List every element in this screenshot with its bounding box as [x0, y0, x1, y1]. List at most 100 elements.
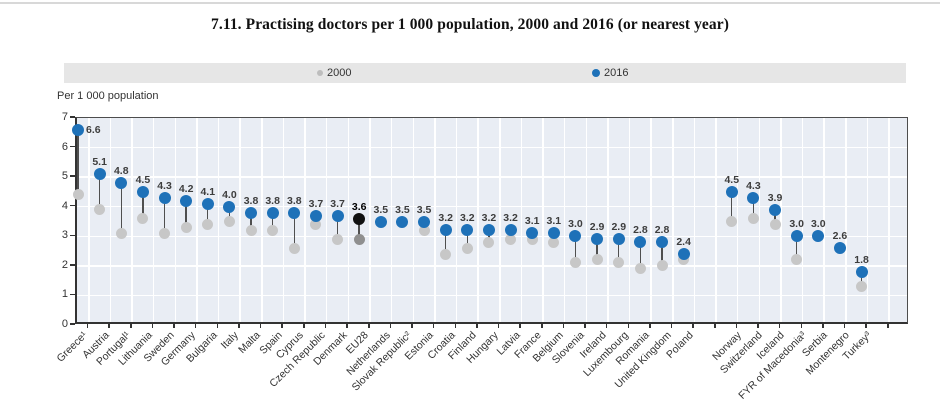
v-gridline: [174, 118, 177, 322]
data-point-2016: [812, 230, 825, 243]
value-label: 3.5: [416, 203, 432, 216]
value-label: 4.1: [200, 185, 216, 198]
value-label: 2.6: [832, 230, 848, 243]
data-point-2016: [833, 242, 846, 255]
value-label: 3.8: [265, 194, 280, 207]
stem-line: [228, 206, 231, 222]
data-point-2000: [310, 218, 322, 230]
data-point-2016: [331, 209, 344, 222]
value-label: 3.2: [503, 212, 518, 225]
data-point-2000: [769, 218, 781, 230]
data-point-2000: [94, 204, 106, 216]
data-point-2016: [180, 194, 193, 207]
data-point-2016: [612, 233, 625, 246]
x-tick-mark: [714, 324, 716, 328]
stem-line: [445, 230, 447, 255]
stem-line: [77, 129, 79, 195]
value-label: 3.8: [286, 194, 302, 207]
v-gridline: [607, 118, 609, 322]
x-tick-mark: [389, 324, 392, 328]
h-gridline: [77, 235, 907, 238]
value-label: 2.4: [676, 236, 691, 249]
y-tick-mark: [70, 264, 75, 266]
data-point-2016: [288, 206, 301, 219]
x-tick-mark: [151, 324, 154, 328]
x-tick-mark: [497, 324, 500, 328]
data-point-2000: [115, 227, 127, 239]
stem-line: [596, 239, 598, 260]
y-tick-mark: [70, 234, 75, 237]
v-gridline: [239, 118, 241, 322]
stem-line: [142, 191, 144, 219]
v-gridline: [628, 118, 631, 322]
data-point-2016: [591, 233, 604, 246]
data-point-2016: [656, 236, 668, 249]
y-axis-title: Per 1 000 population: [57, 90, 159, 102]
x-tick-mark: [324, 324, 327, 328]
data-point-2016: [223, 200, 236, 213]
data-point-2000: [856, 281, 868, 293]
v-gridline: [736, 118, 739, 322]
v-gridline: [131, 118, 133, 322]
h-gridline: [77, 265, 907, 267]
data-point-2000: [591, 254, 603, 266]
x-tick-mark: [670, 324, 673, 328]
v-gridline: [845, 118, 847, 322]
stem-line: [185, 200, 187, 228]
stem-line: [207, 203, 209, 225]
h-gridline: [77, 205, 907, 208]
data-point-2000: [656, 260, 668, 272]
v-gridline: [758, 118, 761, 322]
stem-line: [488, 230, 490, 243]
v-gridline: [455, 118, 458, 322]
stem-line: [731, 191, 733, 222]
v-gridline: [152, 118, 155, 322]
v-gridline: [325, 118, 328, 322]
value-label: 3.2: [460, 212, 475, 225]
h-gridline: [77, 294, 907, 297]
data-point-2016: [374, 215, 387, 228]
x-tick-mark: [368, 324, 370, 328]
data-point-2016: [93, 168, 106, 181]
value-label: 2.9: [589, 221, 605, 234]
value-label: 1.8: [854, 253, 869, 266]
data-point-2000: [483, 236, 495, 248]
data-point-2016: [634, 236, 647, 249]
value-label: 3.9: [767, 191, 783, 204]
data-point-2016: [115, 177, 128, 190]
x-tick-mark: [692, 324, 694, 328]
y-tick-mark: [70, 145, 75, 148]
stem-line: [358, 218, 360, 240]
v-gridline: [542, 118, 544, 322]
h-gridline: [77, 146, 907, 149]
y-tick-label: 5: [61, 170, 68, 183]
x-tick-mark: [649, 324, 651, 328]
x-tick-mark: [108, 324, 110, 328]
x-tick-mark: [432, 324, 435, 328]
data-point-2000: [613, 257, 625, 269]
x-tick-mark: [800, 324, 803, 328]
x-tick-mark: [778, 324, 781, 328]
legend-item-2016: 2016: [592, 63, 628, 83]
data-point-2000: [726, 216, 738, 227]
y-tick-mark: [70, 293, 75, 296]
data-point-2016: [439, 224, 452, 237]
data-point-2016: [482, 224, 495, 237]
data-point-2016: [547, 227, 560, 240]
data-point-2000: [569, 257, 581, 269]
x-tick-mark: [519, 324, 521, 328]
data-point-2016: [504, 224, 517, 237]
value-label: 3.2: [481, 212, 497, 225]
x-tick-mark: [541, 324, 543, 328]
data-point-2000: [332, 233, 344, 245]
data-point-2016: [569, 230, 582, 243]
v-gridline: [715, 118, 717, 322]
value-label: 3.5: [373, 203, 389, 216]
value-label: 4.0: [222, 188, 237, 201]
data-point-2016: [677, 248, 690, 261]
stem-line: [250, 212, 252, 231]
x-tick-mark: [887, 324, 889, 328]
x-tick-mark: [584, 324, 586, 328]
v-gridline: [780, 118, 782, 322]
